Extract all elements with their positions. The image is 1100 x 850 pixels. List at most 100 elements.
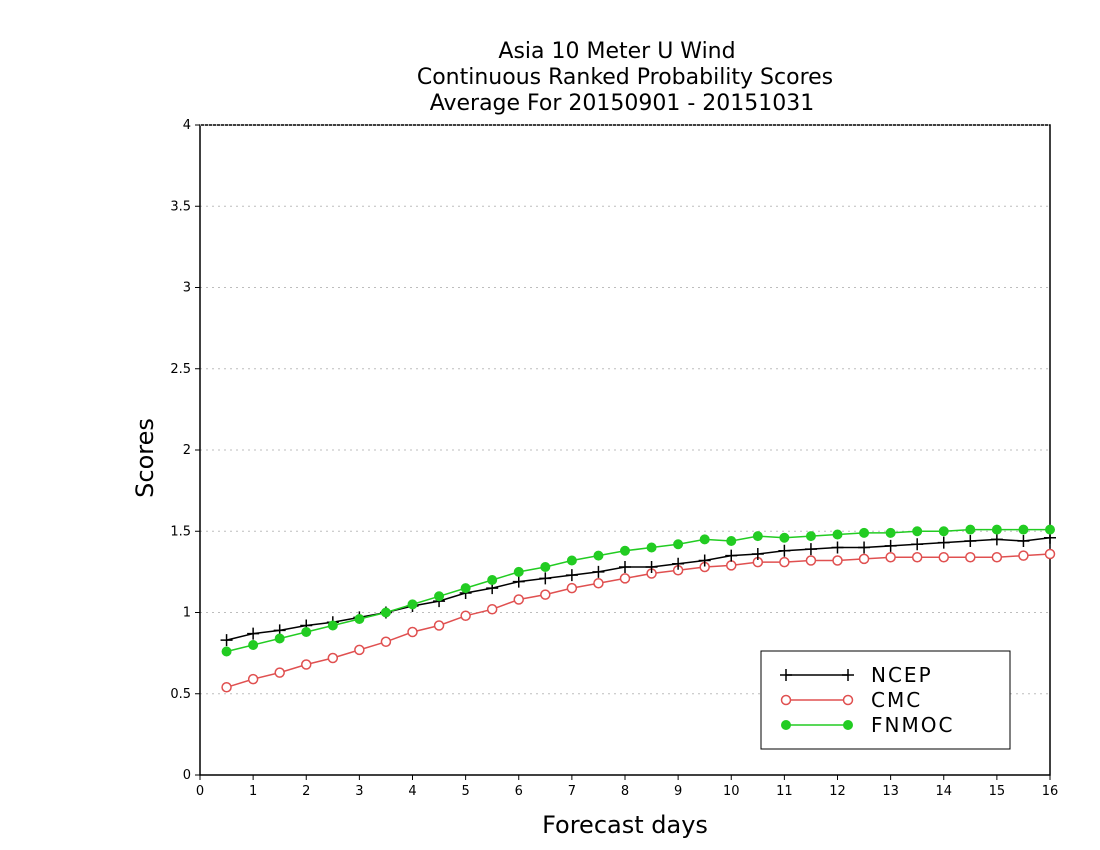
data-point-cmc (965, 552, 976, 563)
data-point-fnmoc (699, 534, 710, 545)
series-fnmoc (221, 524, 1055, 657)
data-point-cmc (938, 552, 949, 563)
data-point-cmc (380, 636, 392, 647)
data-point-ncep (990, 533, 1003, 546)
x-tick-label: 5 (461, 784, 469, 799)
x-tick-label: 8 (621, 784, 629, 799)
x-tick-label: 15 (989, 784, 1006, 799)
x-tick-label: 14 (935, 784, 952, 799)
data-point-ncep (672, 557, 685, 570)
series-cmc (221, 548, 1056, 693)
title-line-1: Asia 10 Meter U Wind (498, 39, 735, 64)
data-point-ncep (247, 627, 260, 640)
data-point-fnmoc (407, 599, 418, 610)
data-point-cmc (301, 659, 312, 670)
data-point-cmc (566, 582, 578, 594)
data-point-fnmoc (646, 542, 657, 553)
data-point-cmc (540, 589, 551, 600)
data-point-cmc (274, 667, 285, 678)
data-point-fnmoc (327, 620, 338, 631)
x-tick-label: 7 (568, 784, 576, 799)
y-tick-label: 1.5 (170, 524, 191, 539)
data-point-ncep (778, 544, 791, 557)
data-point-fnmoc (566, 555, 577, 566)
legend-marker (781, 720, 791, 730)
data-point-fnmoc (487, 575, 498, 585)
y-tick-label: 1 (183, 606, 191, 621)
data-point-fnmoc (1018, 524, 1029, 535)
legend-label: CMC (871, 688, 922, 712)
data-point-cmc (619, 573, 631, 584)
x-tick-label: 4 (408, 784, 416, 799)
data-point-ncep (964, 535, 977, 547)
data-point-cmc (779, 556, 790, 568)
x-tick-label: 13 (882, 784, 899, 799)
data-point-cmc (858, 553, 870, 565)
x-tick-label: 0 (196, 784, 204, 799)
data-point-cmc (911, 552, 923, 563)
data-point-cmc (354, 644, 365, 656)
data-point-cmc (726, 560, 737, 571)
data-point-fnmoc (620, 545, 630, 556)
data-point-cmc (513, 594, 524, 605)
data-point-fnmoc (726, 536, 737, 546)
data-point-fnmoc (354, 614, 365, 624)
data-point-ncep (565, 569, 578, 582)
data-point-fnmoc (965, 524, 976, 535)
data-point-fnmoc (434, 591, 445, 602)
data-point-fnmoc (221, 646, 232, 657)
legend-marker (842, 694, 854, 706)
legend-item-ncep: NCEP (780, 663, 931, 687)
legend-label: FNMOC (871, 713, 954, 737)
legend-marker (780, 694, 792, 706)
data-point-ncep (698, 554, 711, 567)
data-point-cmc (221, 682, 232, 693)
data-point-fnmoc (274, 633, 285, 644)
data-point-fnmoc (460, 583, 471, 594)
data-point-ncep (592, 565, 605, 578)
data-point-cmc (433, 620, 445, 631)
data-point-fnmoc (885, 527, 896, 538)
legend-item-cmc: CMC (780, 688, 922, 712)
data-point-ncep (831, 541, 844, 554)
data-point-cmc (327, 652, 339, 664)
legend-item-fnmoc: FNMOC (781, 713, 954, 737)
data-point-cmc (1018, 550, 1029, 561)
data-point-ncep (804, 543, 817, 556)
series-line-fnmoc (226, 528, 1050, 653)
data-point-cmc (805, 555, 817, 566)
data-point-cmc (885, 552, 896, 563)
x-tick-label: 9 (674, 784, 682, 799)
title-line-3: Average For 20150901 - 20151031 (430, 91, 815, 116)
data-point-fnmoc (513, 566, 524, 577)
axes: 00.511.522.533.540 1 2 3 4 5 6 7 8 9 10 11 12 13 14 15 1… (170, 118, 1058, 799)
series-layer (220, 524, 1056, 693)
data-point-ncep (884, 539, 897, 552)
data-point-ncep (512, 575, 525, 588)
data-point-fnmoc (248, 640, 259, 650)
data-point-fnmoc (1045, 524, 1055, 535)
y-tick-label: 3 (183, 281, 191, 296)
data-point-fnmoc (673, 539, 684, 550)
chart-title: Asia 10 Meter U Wind Continuous Ranked P… (417, 39, 833, 116)
data-point-cmc (991, 552, 1003, 563)
data-point-cmc (247, 673, 259, 685)
data-point-fnmoc (991, 524, 1002, 535)
y-tick-label: 2.5 (170, 362, 191, 377)
data-point-fnmoc (832, 529, 843, 540)
data-point-ncep (911, 538, 924, 551)
data-point-cmc (486, 604, 498, 615)
legend-marker (842, 669, 854, 681)
x-axis-label: Forecast days (542, 811, 708, 839)
x-tick-label: 2 (302, 784, 310, 799)
data-point-ncep (725, 549, 738, 562)
grid (200, 205, 1050, 695)
y-tick-label: 0 (183, 768, 191, 783)
data-point-cmc (460, 610, 471, 621)
x-tick-label: 6 (515, 784, 523, 799)
data-point-fnmoc (752, 531, 763, 542)
x-tick-label: 16 (1042, 784, 1059, 799)
y-tick-label: 4 (183, 118, 191, 133)
x-tick-label: 10 (723, 784, 740, 799)
